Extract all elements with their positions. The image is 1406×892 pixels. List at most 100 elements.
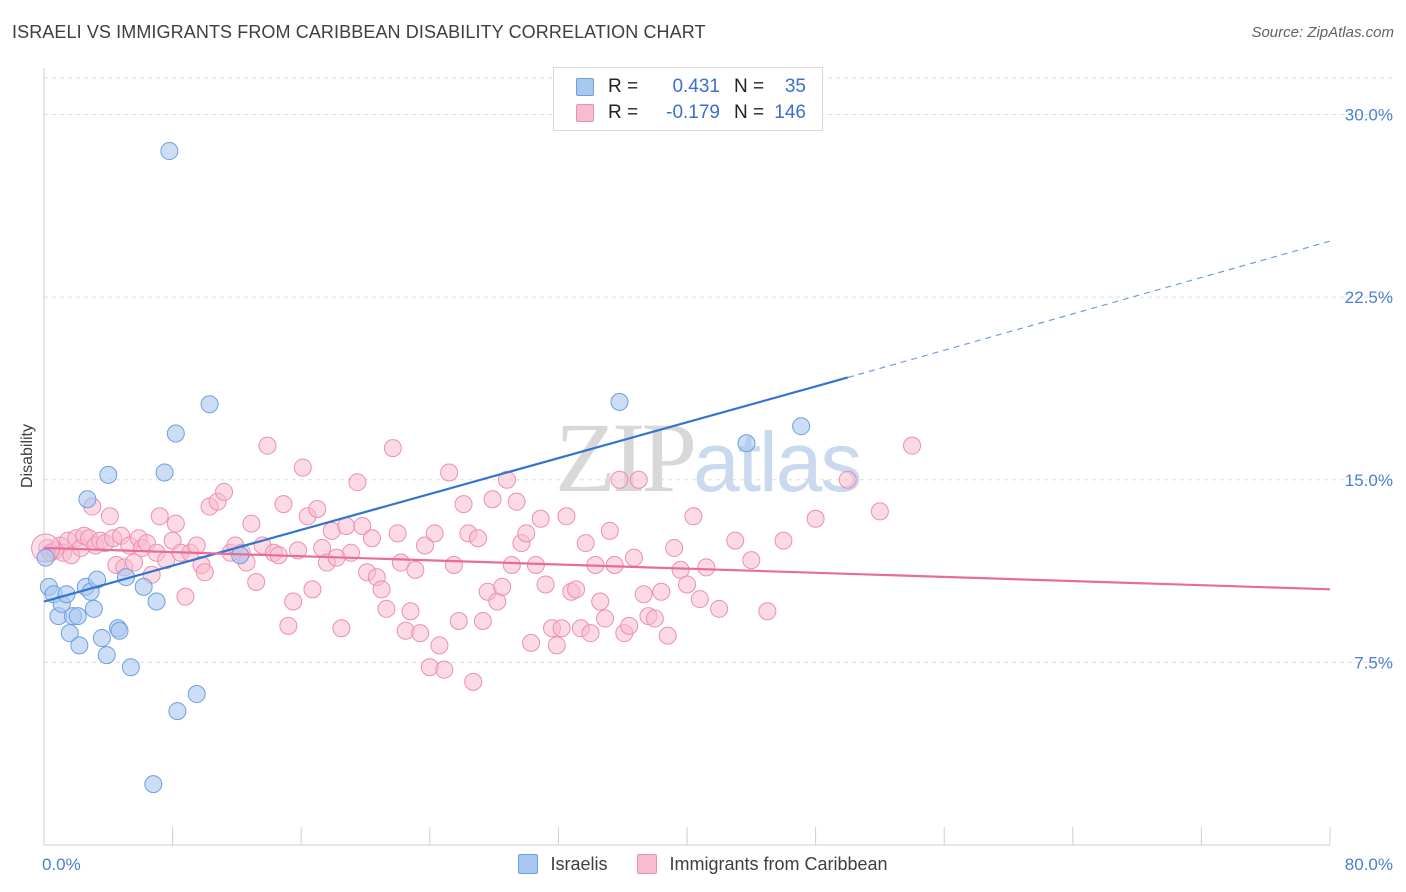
- caribbean-point: [449, 611, 468, 630]
- caribbean-point: [454, 495, 473, 514]
- israelis-point: [68, 607, 87, 626]
- caribbean-point: [658, 626, 677, 645]
- y-tick-label: 22.5%: [1345, 288, 1393, 307]
- tick-labels: 7.5% 15.0% 22.5% 30.0% 0.0% 80.0%: [42, 106, 1393, 874]
- caribbean-point: [493, 577, 512, 596]
- caribbean-point: [100, 507, 119, 526]
- caribbean-point: [605, 555, 624, 574]
- israelis-point: [792, 417, 811, 436]
- israelis-legend-label: Israelis: [550, 853, 608, 874]
- israelis-point: [121, 658, 140, 677]
- axes: [43, 68, 1331, 846]
- caribbean-point: [629, 470, 648, 489]
- israelis-point: [737, 434, 756, 453]
- caribbean-point: [435, 660, 454, 679]
- caribbean-point: [870, 502, 889, 521]
- caribbean-point: [279, 616, 298, 635]
- n-label: N =: [734, 102, 765, 123]
- y-tick-label: 15.0%: [1345, 471, 1393, 490]
- caribbean-point: [415, 536, 434, 555]
- caribbean-point: [742, 551, 761, 570]
- caribbean-swatch: [576, 104, 594, 122]
- caribbean-point: [473, 611, 492, 630]
- israelis-point: [78, 490, 97, 509]
- caribbean-point: [430, 636, 449, 655]
- caribbean-point: [377, 599, 396, 618]
- israelis-trend-extension: [847, 240, 1331, 379]
- israelis-point: [610, 392, 629, 411]
- israelis-point: [155, 463, 174, 482]
- caribbean-point: [596, 609, 615, 628]
- caribbean-point: [303, 580, 322, 599]
- caribbean-point: [522, 633, 541, 652]
- caribbean-point: [838, 470, 857, 489]
- y-axis-label: Disability: [19, 423, 36, 489]
- caribbean-point: [517, 524, 536, 543]
- trend-lines: [43, 240, 1331, 603]
- caribbean-point: [308, 499, 327, 518]
- legend-item-caribbean[interactable]: Immigrants from Caribbean: [637, 853, 888, 875]
- caribbean-point: [411, 624, 430, 643]
- caribbean-point: [684, 507, 703, 526]
- caribbean-point: [247, 573, 266, 592]
- caribbean-point: [348, 473, 367, 492]
- israelis-point: [97, 646, 116, 665]
- israelis-point: [200, 395, 219, 414]
- caribbean-point: [806, 509, 825, 528]
- caribbean-point: [591, 592, 610, 611]
- israelis-trend-line: [43, 376, 849, 603]
- israelis-point: [110, 621, 129, 640]
- israelis-legend-swatch: [518, 854, 539, 874]
- watermark: ZIPatlas: [555, 400, 862, 515]
- caribbean-point: [401, 602, 420, 621]
- israelis-point: [92, 629, 111, 648]
- caribbean-point: [444, 555, 463, 574]
- israelis-point: [70, 636, 89, 655]
- caribbean-point: [634, 585, 653, 604]
- caribbean-point: [293, 458, 312, 477]
- r-label: R =: [608, 76, 639, 97]
- caribbean-trend-line: [43, 546, 1331, 591]
- watermark-atlas: atlas: [693, 415, 862, 509]
- caribbean-point: [497, 470, 516, 489]
- caribbean-point: [215, 482, 234, 501]
- source-label: Source: ZipAtlas.com: [1251, 24, 1394, 41]
- caribbean-point: [547, 636, 566, 655]
- caribbean-point: [624, 548, 643, 567]
- caribbean-point: [620, 616, 639, 635]
- caribbean-point: [610, 470, 629, 489]
- caribbean-point: [697, 558, 716, 577]
- caribbean-point: [581, 624, 600, 643]
- caribbean-point: [464, 672, 483, 691]
- caribbean-point: [288, 541, 307, 560]
- caribbean-point: [536, 575, 555, 594]
- r-value: -0.179: [666, 102, 720, 123]
- caribbean-point: [552, 619, 571, 638]
- israelis-point: [36, 548, 55, 567]
- watermark-zip: ZIP: [555, 402, 697, 513]
- stats-legend: R = 0.431 N = 35 R = -0.179 N = 146: [553, 67, 823, 131]
- caribbean-point: [362, 529, 381, 548]
- caribbean-point: [903, 436, 922, 455]
- caribbean-legend-label: Immigrants from Caribbean: [669, 853, 888, 874]
- caribbean-point: [258, 436, 277, 455]
- israelis-point: [134, 577, 153, 596]
- israelis-point: [147, 592, 166, 611]
- caribbean-point: [166, 514, 185, 533]
- caribbean-point: [507, 492, 526, 511]
- caribbean-point: [567, 580, 586, 599]
- caribbean-point: [150, 507, 169, 526]
- caribbean-point: [353, 517, 372, 536]
- legend-item-israelis[interactable]: Israelis: [518, 854, 607, 875]
- caribbean-point: [425, 524, 444, 543]
- caribbean-point: [383, 439, 402, 458]
- caribbean-point: [665, 538, 684, 557]
- n-value: 146: [774, 102, 806, 123]
- y-tick-label: 7.5%: [1354, 653, 1393, 672]
- caribbean-point: [176, 587, 195, 606]
- caribbean-point: [195, 563, 214, 582]
- legend-row-israelis: R = 0.431 N = 35: [576, 75, 806, 99]
- caribbean-point: [187, 536, 206, 555]
- legend-row-caribbean: R = -0.179 N = 146: [576, 101, 806, 125]
